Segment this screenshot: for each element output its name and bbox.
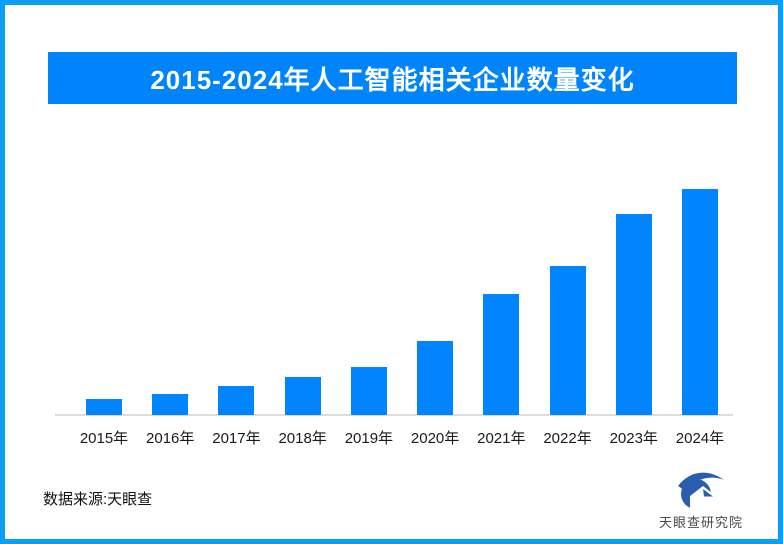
x-axis-label-2017年: 2017年 [212, 429, 260, 451]
bar-2016年 [152, 394, 189, 415]
bar-2019年 [350, 367, 387, 415]
logo-text: 天眼查研究院 [658, 515, 743, 530]
x-axis-label-text: 2020年 [410, 430, 460, 447]
x-axis-label-2015年: 2015年 [80, 429, 128, 451]
x-axis-label-text: 2024年 [675, 430, 725, 447]
data-source-label: 数据来源:天眼查 [43, 491, 153, 508]
x-axis-label-text: 2022年 [543, 430, 592, 447]
tianyancha-eye-icon [678, 472, 724, 509]
x-axis-label-text: 2019年 [344, 430, 394, 447]
bar-2020年 [417, 341, 454, 415]
bar-2022年 [549, 266, 586, 415]
x-axis-label-text: 2015年 [79, 430, 129, 447]
x-axis-label-2022年: 2022年 [543, 429, 591, 451]
x-axis-label-2021年: 2021年 [477, 429, 525, 451]
chart-title: 2015-2024年人工智能相关企业数量变化 [150, 64, 635, 95]
bar-2015年 [86, 399, 122, 415]
bar-2023年 [615, 214, 652, 415]
x-axis-label-text: 2017年 [212, 430, 261, 447]
x-axis-label-2018年: 2018年 [278, 429, 326, 451]
x-axis-label-text: 2021年 [477, 430, 526, 447]
x-axis-label-text: 2023年 [609, 430, 658, 447]
bar-2021年 [483, 294, 520, 415]
title-banner: 2015-2024年人工智能相关企业数量变化 [48, 52, 737, 104]
x-axis-label-2016年: 2016年 [146, 429, 194, 451]
x-axis-label-2023年: 2023年 [610, 429, 658, 451]
x-axis-label-text: 2016年 [146, 430, 195, 447]
x-axis-label-2019年: 2019年 [345, 429, 393, 451]
bar-2024年 [681, 189, 718, 415]
bar-2017年 [218, 386, 255, 415]
x-axis-label-text: 2018年 [278, 430, 327, 447]
x-axis-labels: 2015年 2016年 2017年 2018年 2019年 2020年 2021年 2022年… [55, 429, 733, 451]
bar-chart [55, 160, 733, 415]
tianyancha-logo: 天眼查研究院 [651, 468, 751, 531]
x-axis-line [55, 414, 733, 416]
x-axis-label-2020年: 2020年 [411, 429, 459, 451]
x-axis-label-2024年: 2024年 [676, 429, 724, 451]
bar-2018年 [284, 377, 321, 415]
